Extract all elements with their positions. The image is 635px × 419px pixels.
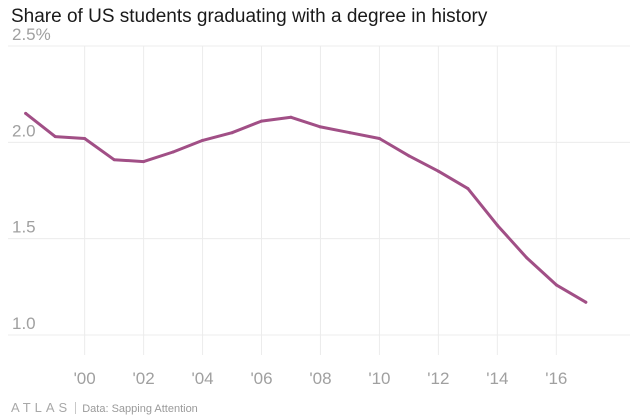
x-tick-label: '00 [74,369,96,388]
data-point [495,223,499,227]
x-tick-label: '06 [250,369,272,388]
y-tick-label: 1.0 [12,314,36,333]
data-point [318,125,322,129]
y-axis-ticks: 1.0 1.5 2.0 2.5% [12,25,51,333]
y-tick-label: 2.5% [12,25,51,44]
data-point [525,256,529,260]
data-point [466,187,470,191]
series-group [24,111,588,304]
data-point [348,131,352,135]
data-point [201,138,205,142]
data-point [377,136,381,140]
data-point [83,136,87,140]
data-point [407,154,411,158]
x-tick-label: '02 [133,369,155,388]
y-tick-label: 1.5 [12,218,36,237]
x-tick-label: '12 [427,369,449,388]
chart-title: Share of US students graduating with a d… [11,6,488,27]
chart-footer: ATLAS Data: Sapping Attention [11,400,198,415]
atlas-logo: ATLAS [11,400,72,415]
series-line [24,111,588,304]
data-point [554,283,558,287]
y-tick-label: 2.0 [12,121,36,140]
data-point [289,115,293,119]
data-source-note: Data: Sapping Attention [82,403,198,415]
data-point [24,111,28,115]
x-tick-label: '14 [486,369,508,388]
x-tick-label: '16 [545,369,567,388]
data-point [584,300,588,304]
x-tick-label: '10 [368,369,390,388]
grid-lines [8,45,630,355]
data-point [171,150,175,154]
data-point [142,160,146,164]
data-point [53,135,57,139]
x-axis-ticks: '00 '02 '04 '06 '08 '10 '12 '14 '16 [74,369,568,388]
footer-divider [75,402,77,414]
x-tick-label: '04 [191,369,213,388]
data-point [436,169,440,173]
data-point [260,119,264,123]
x-tick-label: '08 [309,369,331,388]
data-point [230,131,234,135]
data-point [112,158,116,162]
